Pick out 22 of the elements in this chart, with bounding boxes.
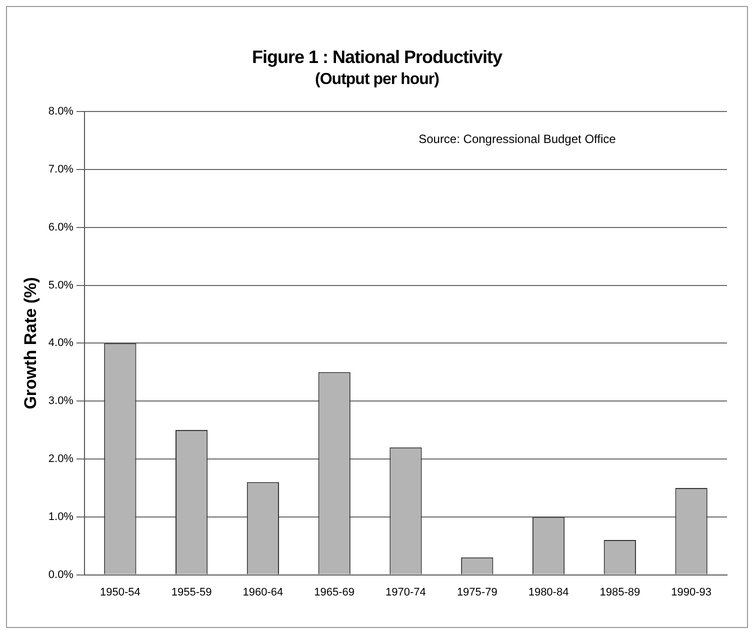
y-tick-label: 7.0% xyxy=(48,164,74,176)
y-tick-label: 4.0% xyxy=(48,337,74,350)
chart-subtitle: (Output per hour) xyxy=(314,71,440,89)
x-tick-label: 1960-64 xyxy=(242,586,284,598)
y-tick-label: 8.0% xyxy=(48,106,74,118)
x-tick-label: 1955-59 xyxy=(171,586,212,598)
y-tick-label: 5.0% xyxy=(48,279,74,292)
y-tick-label: 0.0% xyxy=(48,568,74,581)
x-tick-label: 1980-84 xyxy=(528,586,569,598)
y-axis-title: Growth Rate (%) xyxy=(20,277,40,410)
x-tick-label: 1985-89 xyxy=(600,586,640,598)
chart-title: Figure 1 : National Productivity xyxy=(250,47,504,68)
y-tick-label: 6.0% xyxy=(48,221,74,234)
y-tick-label: 1.0% xyxy=(48,510,74,523)
x-tick-label: 1970-74 xyxy=(386,586,426,598)
x-tick-label: 1965-69 xyxy=(314,586,355,598)
annotation: Source: Congressional Budget Office xyxy=(418,132,616,146)
y-tick-label: 2.0% xyxy=(48,453,74,466)
x-tick-label: 1990-93 xyxy=(671,586,712,598)
y-tick-label: 3.0% xyxy=(48,395,74,408)
x-tick-label: 1975-79 xyxy=(456,586,498,598)
x-tick-label: 1950-54 xyxy=(100,586,140,598)
